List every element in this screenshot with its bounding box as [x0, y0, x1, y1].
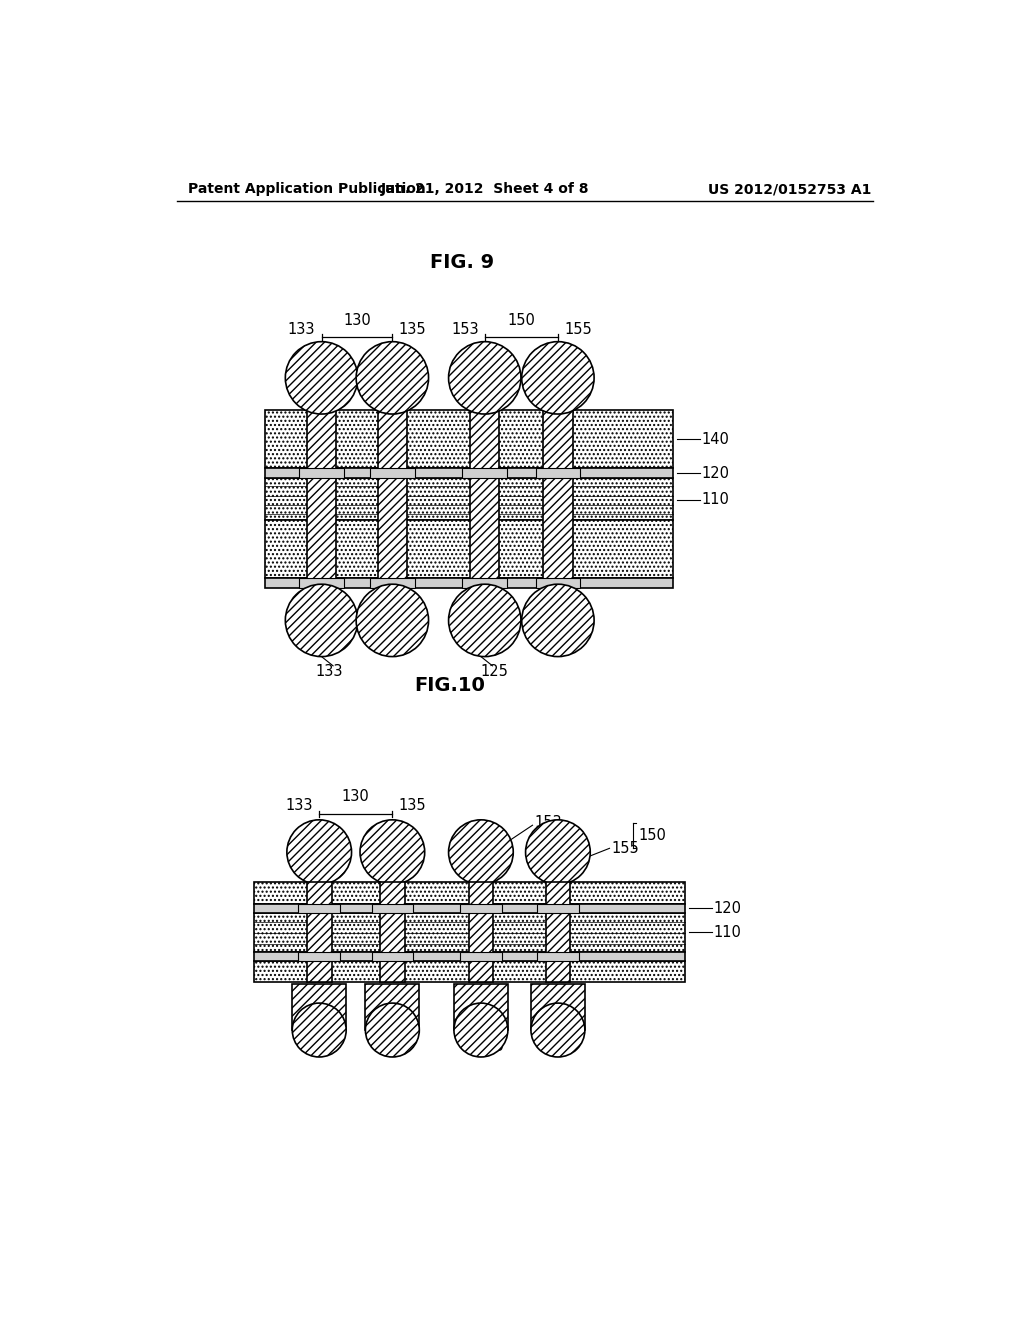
Text: 120: 120 [701, 466, 730, 480]
Bar [463, 469, 507, 478]
Text: Jun. 21, 2012  Sheet 4 of 8: Jun. 21, 2012 Sheet 4 of 8 [381, 182, 589, 197]
Text: 140: 140 [701, 432, 730, 447]
Bar [298, 904, 340, 913]
Text: FIG.10: FIG.10 [415, 676, 485, 696]
Text: US 2012/0152753 A1: US 2012/0152753 A1 [708, 182, 871, 197]
Bar [544, 411, 572, 589]
Text: 133: 133 [315, 664, 343, 680]
Text: 150: 150 [639, 829, 667, 843]
Text: 155: 155 [564, 322, 592, 337]
Bar [254, 882, 685, 904]
Text: FIG. 9: FIG. 9 [430, 253, 494, 272]
Bar [538, 904, 579, 913]
Text: 155: 155 [611, 841, 639, 855]
Bar [307, 411, 336, 589]
Bar [531, 983, 585, 1030]
Bar [292, 983, 346, 1030]
Text: 110: 110 [701, 492, 730, 507]
Text: 133: 133 [286, 799, 313, 813]
Circle shape [531, 1003, 585, 1057]
Bar [378, 411, 407, 589]
Circle shape [449, 342, 521, 414]
Bar [454, 983, 508, 1030]
Circle shape [366, 1003, 419, 1057]
Text: 125: 125 [476, 1039, 504, 1055]
Bar [370, 578, 415, 589]
Bar [460, 952, 502, 961]
Circle shape [449, 585, 521, 656]
Bar [372, 904, 413, 913]
Circle shape [521, 342, 594, 414]
Bar [299, 469, 344, 478]
Circle shape [356, 585, 429, 656]
Circle shape [287, 820, 351, 884]
Bar [372, 952, 413, 961]
Bar [307, 882, 332, 982]
Text: 130: 130 [342, 789, 370, 804]
Bar [538, 952, 579, 961]
Text: 150: 150 [507, 313, 535, 327]
Bar [265, 469, 674, 478]
Circle shape [360, 820, 425, 884]
Bar [254, 961, 685, 982]
Bar [265, 578, 674, 589]
Text: Patent Application Publication: Patent Application Publication [188, 182, 426, 197]
Text: 153: 153 [451, 322, 478, 337]
Text: 110: 110 [714, 925, 741, 940]
Text: 125: 125 [480, 664, 508, 680]
Circle shape [286, 342, 357, 414]
Bar [366, 983, 419, 1030]
Text: 133: 133 [311, 1039, 339, 1055]
Bar [254, 904, 685, 913]
Bar [463, 578, 507, 589]
Circle shape [454, 1003, 508, 1057]
Text: 135: 135 [398, 322, 426, 337]
Bar [470, 411, 500, 589]
Bar [299, 578, 344, 589]
Circle shape [356, 342, 429, 414]
Bar [536, 469, 581, 478]
Text: 135: 135 [398, 799, 426, 813]
Bar [265, 411, 674, 469]
Bar [254, 952, 685, 961]
Text: 153: 153 [535, 816, 562, 830]
Bar [265, 478, 674, 520]
Circle shape [292, 1003, 346, 1057]
Bar [254, 913, 685, 952]
Circle shape [525, 820, 590, 884]
Bar [265, 520, 674, 578]
Circle shape [286, 585, 357, 656]
Text: 130: 130 [343, 313, 371, 327]
Circle shape [449, 820, 513, 884]
Bar [546, 882, 570, 982]
Bar [536, 578, 581, 589]
Text: 120: 120 [714, 900, 741, 916]
Bar [460, 904, 502, 913]
Bar [298, 952, 340, 961]
Bar [469, 882, 494, 982]
Text: 133: 133 [288, 322, 315, 337]
Circle shape [521, 585, 594, 656]
Bar [370, 469, 415, 478]
Bar [380, 882, 404, 982]
